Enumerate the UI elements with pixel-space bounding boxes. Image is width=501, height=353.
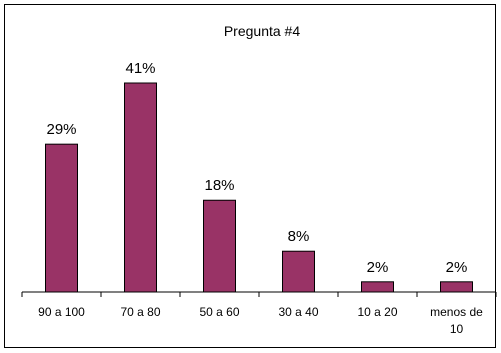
category-label: 30 a 40	[278, 305, 318, 319]
data-label: 29%	[46, 121, 76, 138]
data-label: 41%	[125, 60, 155, 77]
bar	[282, 250, 315, 293]
value-labels-group: 29% 41% 18% 8% 2% 2%	[46, 60, 467, 276]
bar	[361, 281, 394, 293]
data-label: 18%	[204, 177, 234, 194]
bar	[45, 143, 78, 293]
bars-group	[45, 82, 473, 293]
category-label: 50 a 60	[199, 305, 239, 319]
category-label: 70 a 80	[120, 305, 160, 319]
data-label: 8%	[288, 228, 310, 245]
chart-frame	[4, 4, 496, 348]
category-label: 90 a 100	[38, 305, 85, 319]
x-ticks-group	[21, 292, 497, 297]
data-label: 2%	[446, 259, 468, 276]
category-labels-group: 90 a 100 70 a 80 50 a 60 30 a 40 10 a 20 meno…	[38, 305, 483, 336]
category-label: menos de	[430, 305, 483, 319]
data-label: 2%	[367, 259, 389, 276]
bar	[203, 199, 236, 293]
category-label: 10	[450, 322, 464, 336]
category-label: 10 a 20	[357, 305, 397, 319]
bar	[124, 82, 157, 293]
bar	[440, 281, 473, 293]
chart-title: Pregunta #4	[224, 23, 300, 39]
